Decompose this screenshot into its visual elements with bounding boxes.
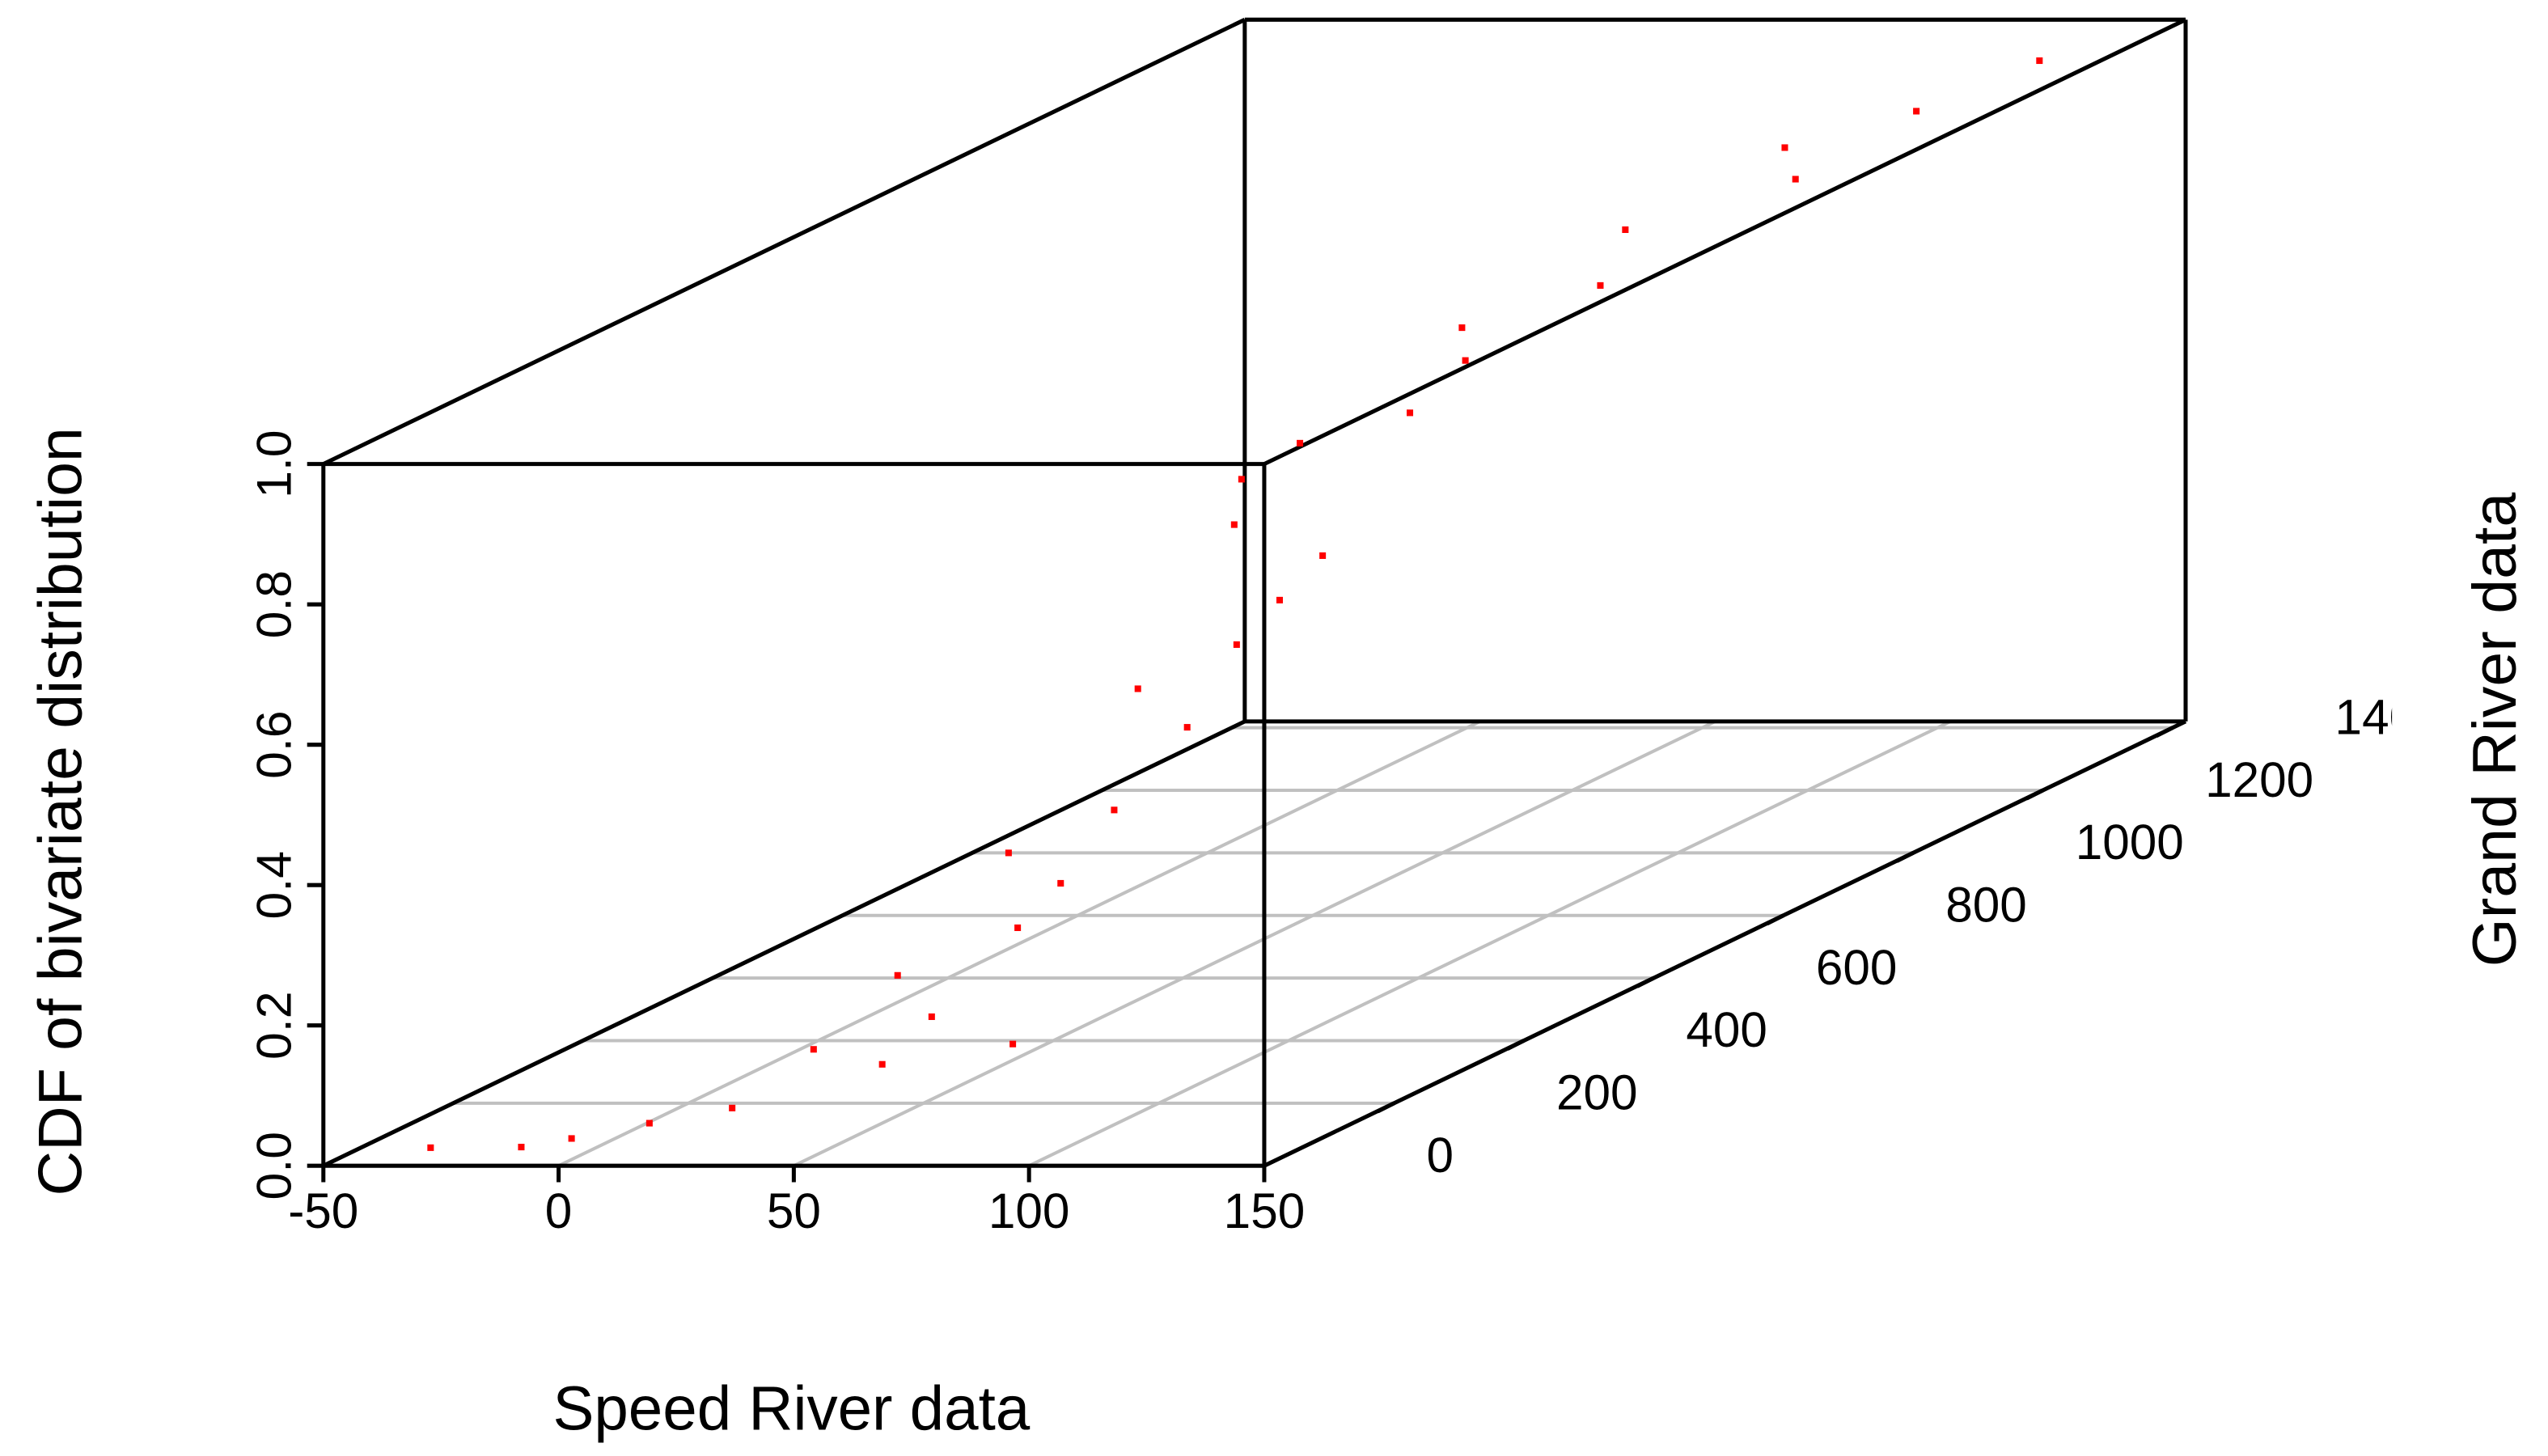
- y-tick: [2155, 726, 2174, 739]
- box: [307, 17, 2188, 1183]
- z-tick-label: 0.2: [247, 991, 302, 1060]
- point: [1462, 357, 1469, 364]
- point: [1597, 281, 1604, 289]
- box-edge: [1263, 18, 2187, 466]
- x-tick-label: -50: [288, 1183, 358, 1238]
- labels: 0.0 0.2 0.4 0.6 0.8 1.0 -50 0 50 100 150 0 200 400 600…: [247, 430, 2444, 1238]
- point: [2036, 57, 2043, 65]
- point: [810, 1046, 817, 1053]
- point: [1913, 108, 1920, 115]
- y-tick-label: 1400: [2335, 689, 2444, 744]
- y-tick: [1377, 1101, 1395, 1114]
- z-tick-label: 0.4: [247, 851, 302, 920]
- box-edge: [1263, 719, 2187, 1168]
- point: [729, 1104, 736, 1111]
- point: [1183, 724, 1191, 731]
- point: [1319, 552, 1327, 559]
- y-tick-label: 600: [1816, 940, 1898, 995]
- point: [1622, 226, 1629, 234]
- y-tick-label: 800: [1945, 877, 2027, 932]
- y-tick: [1766, 913, 1784, 926]
- point: [568, 1135, 575, 1142]
- point: [1005, 849, 1012, 857]
- point: [1238, 476, 1245, 483]
- points: [427, 57, 2043, 1151]
- point: [1233, 641, 1240, 648]
- y-axis-title: Grand River data: [2461, 492, 2529, 967]
- z-tick-label: 0.0: [247, 1132, 302, 1200]
- point: [1230, 521, 1238, 528]
- y-tick: [1506, 1039, 1525, 1051]
- point: [1111, 806, 1118, 814]
- x-tick-label: 50: [767, 1183, 821, 1238]
- x-tick-label: 100: [988, 1183, 1070, 1238]
- point: [1297, 439, 1304, 447]
- y-tick-label: 200: [1556, 1064, 1638, 1120]
- y-tick-label: 1000: [2076, 815, 2184, 870]
- z-tick-label: 1.0: [247, 430, 302, 498]
- y-tick-label: 400: [1686, 1002, 1767, 1057]
- box-edge: [322, 18, 1246, 466]
- x-tick-label: 0: [545, 1183, 573, 1238]
- y-tick: [2025, 788, 2044, 801]
- point: [894, 971, 901, 979]
- point: [1134, 685, 1141, 692]
- point: [1014, 924, 1022, 932]
- point: [1458, 324, 1466, 332]
- grid-line: [1028, 720, 1952, 1168]
- grid-line: [557, 720, 1481, 1168]
- y-tick-label: 1200: [2205, 752, 2313, 807]
- grid-line: [793, 720, 1716, 1168]
- grid: [322, 720, 2186, 1168]
- point: [928, 1013, 935, 1020]
- y-tick-label: 0: [1427, 1128, 1454, 1183]
- point: [1407, 409, 1414, 417]
- z-axis-title: CDF of bivariate distribution: [27, 427, 95, 1196]
- z-tick-label: 0.8: [247, 570, 302, 639]
- point: [1057, 879, 1064, 887]
- point: [1792, 176, 1799, 183]
- z-tick-label: 0.6: [247, 710, 302, 779]
- y-tick: [1636, 976, 1655, 988]
- y-tick: [1895, 851, 1915, 863]
- point: [1009, 1040, 1017, 1048]
- point: [878, 1060, 886, 1068]
- x-tick-label: 150: [1224, 1183, 1306, 1238]
- point: [1276, 596, 1284, 603]
- point: [1781, 144, 1788, 151]
- point: [518, 1144, 525, 1151]
- point: [427, 1144, 434, 1151]
- x-axis-title: Speed River data: [552, 1374, 1030, 1443]
- box-edge: [322, 719, 1246, 1168]
- point: [645, 1120, 653, 1127]
